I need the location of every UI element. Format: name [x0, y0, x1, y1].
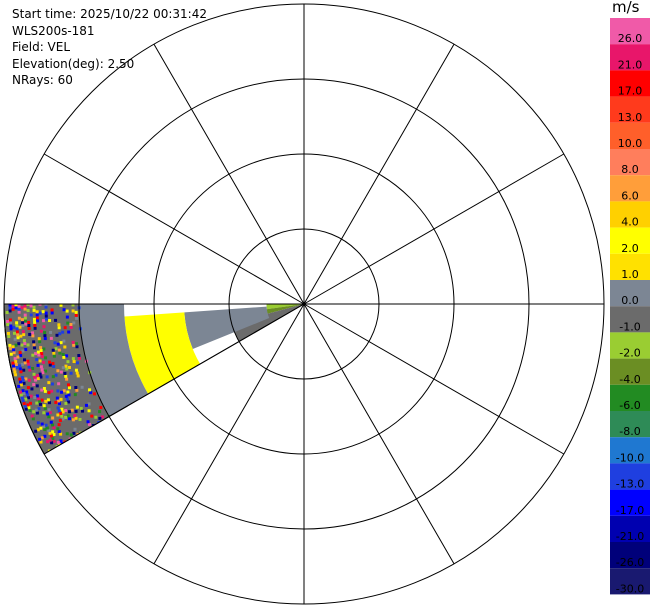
- colorbar-swatch: [610, 175, 650, 202]
- colorbar-tick-label: -8.0: [619, 425, 640, 438]
- colorbar-swatch: [610, 515, 650, 542]
- colorbar-swatch: [610, 306, 650, 333]
- colorbar-tick-label: -30.0: [616, 582, 644, 595]
- velocity-band-3: [184, 306, 270, 349]
- colorbar-tick-label: -10.0: [616, 451, 644, 464]
- colorbar-tick-label: -17.0: [616, 504, 644, 517]
- start-time-label: Start time: 2025/10/22 00:31:42: [12, 7, 207, 21]
- colorbar-tick-label: -13.0: [616, 478, 644, 491]
- colorbar-swatch: [610, 253, 650, 280]
- azimuth-spoke-30: [303, 43, 455, 305]
- velocity-band-5: [79, 304, 149, 417]
- azimuth-spoke-300: [43, 153, 305, 305]
- colorbar-tick-label: -2.0: [619, 347, 640, 360]
- colorbar-tick-label: -4.0: [619, 373, 640, 386]
- colorbar-tick-label: 10.0: [618, 137, 643, 150]
- colorbar-swatch: [610, 489, 650, 516]
- colorbar-swatch: [610, 201, 650, 228]
- colorbar-tick-label: 26.0: [618, 32, 643, 45]
- colorbar-swatch: [610, 568, 650, 595]
- velocity-band-6: [4, 304, 110, 454]
- colorbar-swatch: [610, 18, 650, 45]
- colorbar-tick-label: 1.0: [621, 268, 639, 281]
- colorbar-swatch: [610, 437, 650, 464]
- colorbar: 26.0 21.0 17.0 13.0 10.0 8.0 6.0 4.0 2.0 1.0 0.0 -1…: [610, 18, 650, 595]
- info-panel: Start time: 2025/10/22 00:31:42 WLS200s-…: [12, 6, 207, 89]
- azimuth-spoke-150: [303, 303, 455, 565]
- polar-grid: [3, 3, 605, 605]
- elevation-label: Elevation(deg): 2.50: [12, 56, 135, 71]
- colorbar-tick-label: 6.0: [621, 189, 639, 202]
- colorbar-swatch: [610, 542, 650, 569]
- colorbar-swatch: [610, 463, 650, 490]
- colorbar-swatch: [610, 44, 650, 71]
- nrays-label: NRays: 60: [12, 73, 73, 87]
- colorbar-unit: m/s: [612, 0, 640, 16]
- azimuth-spoke-60: [303, 153, 565, 305]
- colorbar-swatch: [610, 149, 650, 176]
- field-label: Field: VEL: [12, 40, 71, 54]
- azimuth-spoke-240: [43, 303, 305, 455]
- colorbar-tick-label: 17.0: [618, 85, 643, 98]
- colorbar-tick-label: -1.0: [619, 320, 640, 333]
- colorbar-swatch: [610, 280, 650, 307]
- colorbar-tick-label: 2.0: [621, 242, 639, 255]
- colorbar-swatch: [610, 122, 650, 149]
- azimuth-spoke-210: [153, 303, 305, 565]
- colorbar-swatch: [610, 358, 650, 385]
- colorbar-swatch: [610, 227, 650, 254]
- azimuth-spoke-330: [153, 43, 305, 305]
- instrument-label: WLS200s-181: [12, 23, 95, 38]
- velocity-noise: [5, 304, 111, 453]
- colorbar-tick-label: 13.0: [618, 111, 643, 124]
- velocity-band-0: [266, 304, 304, 310]
- colorbar-tick-label: 0.0: [621, 294, 639, 307]
- colorbar-tick-label: 4.0: [621, 216, 639, 229]
- colorbar-swatch: [610, 411, 650, 438]
- colorbar-tick-label: -21.0: [616, 530, 644, 543]
- colorbar-tick-label: -26.0: [616, 556, 644, 569]
- colorbar-swatch: [610, 70, 650, 97]
- colorbar-swatch: [610, 96, 650, 123]
- colorbar-swatch: [610, 332, 650, 359]
- azimuth-spoke-120: [303, 303, 565, 455]
- velocity-sector: [4, 304, 304, 454]
- colorbar-tick-label: -6.0: [619, 399, 640, 412]
- colorbar-tick-label: 8.0: [621, 163, 639, 176]
- colorbar-swatch: [610, 384, 650, 411]
- colorbar-tick-label: 21.0: [618, 58, 643, 71]
- velocity-band-2: [231, 304, 304, 342]
